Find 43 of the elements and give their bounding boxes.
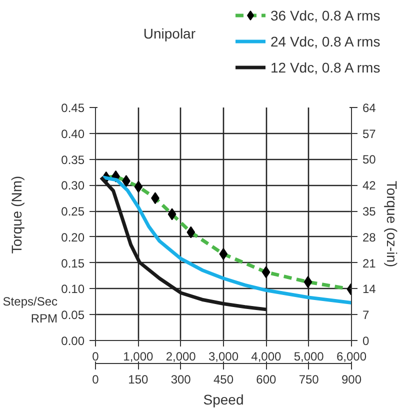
x2-tick-label: 150 (128, 372, 149, 386)
y2-tick-label: 35 (362, 204, 376, 219)
text: RPM (30, 311, 58, 326)
y2-axis-title: Torque (oz-in) (384, 180, 400, 268)
legend-label: 12 Vdc, 0.8 A rms (270, 60, 380, 76)
y-tick-label: 0.10 (61, 282, 85, 296)
y-tick-label: 0.45 (61, 101, 85, 115)
y2-tick-label: 28 (362, 230, 376, 244)
x-tick-label: 0 (92, 350, 100, 364)
y-tick-label: 0.25 (61, 204, 85, 219)
y2-tick-label: 21 (362, 256, 376, 270)
y2-tick-label: 0 (362, 334, 370, 348)
x2-tick-label: 600 (256, 372, 277, 386)
text: Steps/Sec (2, 294, 58, 308)
y-tick-label: 0.05 (61, 308, 85, 322)
x2-tick-label: 750 (298, 372, 320, 386)
y2-tick-label: 14 (362, 282, 376, 296)
x-tick-label: 2,000 (166, 350, 196, 364)
y2-tick-label: 64 (362, 101, 376, 115)
y-tick-label: 0.40 (61, 126, 85, 141)
x-tick-label: 5,000 (294, 350, 324, 364)
chart-subtitle: Unipolar (143, 26, 196, 42)
y-tick-label: 0.15 (61, 256, 85, 270)
x-tick-label: 3,000 (208, 350, 239, 364)
y2-tick-label: 50 (362, 152, 376, 167)
y2-tick-label: 57 (362, 126, 376, 141)
legend-label: 24 Vdc, 0.8 A rms (270, 34, 380, 50)
y-tick-label: 0.35 (61, 152, 85, 167)
y-tick-label: 0.20 (61, 230, 85, 244)
y2-tick-label: 42 (362, 178, 376, 193)
y2-tick-label: 7 (362, 308, 370, 322)
x2-tick-label: 450 (213, 372, 234, 386)
legend-label: 36 Vdc, 0.8 A rms (270, 8, 380, 24)
x-tick-label: 1,000 (123, 350, 154, 364)
x2-tick-label: 0 (92, 372, 100, 386)
x-axis-title: Speed (203, 392, 244, 408)
x2-tick-label: 300 (170, 372, 192, 386)
x2-tick-label: 900 (341, 372, 362, 386)
x-tick-label: 6,000 (336, 350, 367, 364)
x-tick-label: 4,000 (251, 350, 282, 364)
y-tick-label: 0.00 (61, 334, 85, 348)
y-axis-title: Torque (Nm) (8, 176, 24, 254)
y-tick-label: 0.30 (61, 178, 85, 193)
